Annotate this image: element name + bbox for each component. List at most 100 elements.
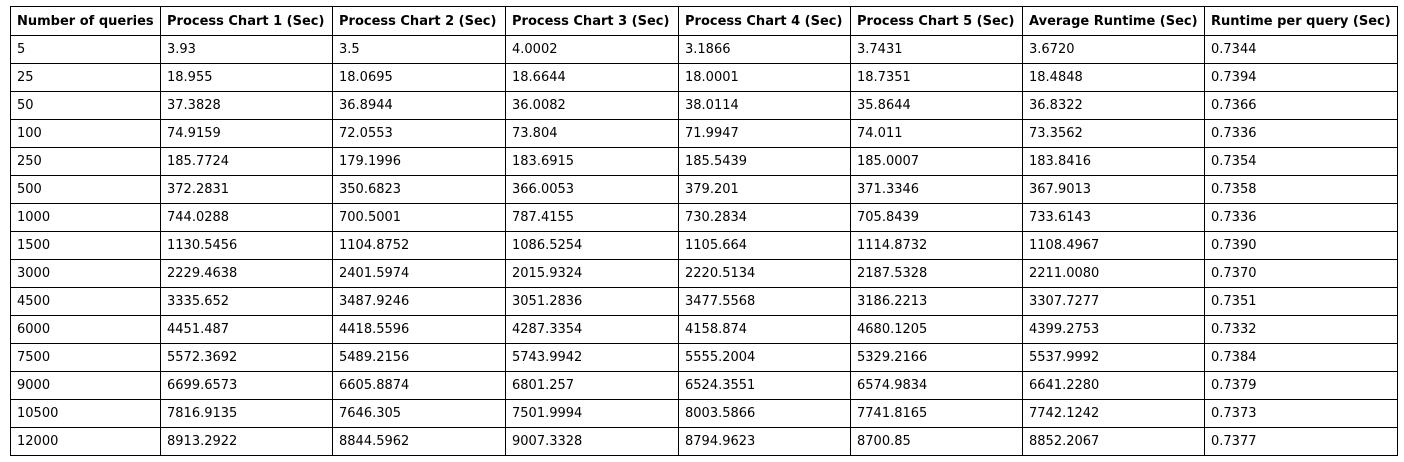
cell-runtime-per-query: 0.7377 bbox=[1204, 427, 1398, 456]
header-process-chart-3: Process Chart 3 (Sec) bbox=[505, 6, 679, 36]
table-row: 3000 2229.4638 2401.5974 2015.9324 2220.5134… bbox=[10, 259, 1398, 288]
cell-process-chart-1: 5572.3692 bbox=[160, 343, 333, 372]
cell-number-of-queries: 1000 bbox=[10, 203, 161, 232]
table-row: 50 37.3828 36.8944 36.0082 38.0114 35.8644 36.… bbox=[10, 91, 1398, 120]
cell-process-chart-1: 7816.9135 bbox=[160, 399, 333, 428]
cell-runtime-per-query: 0.7379 bbox=[1204, 371, 1398, 400]
cell-process-chart-3: 6801.257 bbox=[505, 371, 679, 400]
cell-process-chart-4: 2220.5134 bbox=[678, 259, 851, 288]
header-runtime-per-query: Runtime per query (Sec) bbox=[1204, 6, 1398, 36]
cell-number-of-queries: 5 bbox=[10, 35, 161, 64]
cell-process-chart-4: 8003.5866 bbox=[678, 399, 851, 428]
cell-process-chart-1: 372.2831 bbox=[160, 175, 333, 204]
cell-process-chart-2: 8844.5962 bbox=[332, 427, 506, 456]
cell-process-chart-1: 744.0288 bbox=[160, 203, 333, 232]
cell-runtime-per-query: 0.7336 bbox=[1204, 119, 1398, 148]
cell-number-of-queries: 50 bbox=[10, 91, 161, 120]
cell-average-runtime: 1108.4967 bbox=[1022, 231, 1205, 260]
cell-process-chart-4: 8794.9623 bbox=[678, 427, 851, 456]
cell-process-chart-2: 350.6823 bbox=[332, 175, 506, 204]
table-row: 100 74.9159 72.0553 73.804 71.9947 74.011 73.3… bbox=[10, 119, 1398, 148]
header-average-runtime: Average Runtime (Sec) bbox=[1022, 6, 1205, 36]
cell-process-chart-5: 1114.8732 bbox=[850, 231, 1023, 260]
cell-number-of-queries: 250 bbox=[10, 147, 161, 176]
cell-process-chart-1: 8913.2922 bbox=[160, 427, 333, 456]
cell-runtime-per-query: 0.7390 bbox=[1204, 231, 1398, 260]
cell-process-chart-5: 4680.1205 bbox=[850, 315, 1023, 344]
table-row: 9000 6699.6573 6605.8874 6801.257 6524.3551 6… bbox=[10, 371, 1398, 400]
cell-process-chart-3: 3051.2836 bbox=[505, 287, 679, 316]
cell-process-chart-2: 6605.8874 bbox=[332, 371, 506, 400]
cell-process-chart-2: 3487.9246 bbox=[332, 287, 506, 316]
cell-process-chart-2: 72.0553 bbox=[332, 119, 506, 148]
cell-process-chart-1: 74.9159 bbox=[160, 119, 333, 148]
cell-process-chart-1: 1130.5456 bbox=[160, 231, 333, 260]
cell-process-chart-4: 1105.664 bbox=[678, 231, 851, 260]
table-row: 10500 7816.9135 7646.305 7501.9994 8003.5866… bbox=[10, 399, 1398, 428]
cell-process-chart-1: 3335.652 bbox=[160, 287, 333, 316]
cell-process-chart-5: 2187.5328 bbox=[850, 259, 1023, 288]
cell-process-chart-2: 3.5 bbox=[332, 35, 506, 64]
cell-runtime-per-query: 0.7344 bbox=[1204, 35, 1398, 64]
header-row: Number of queries Process Chart 1 (Sec) … bbox=[10, 6, 1398, 36]
cell-process-chart-4: 3.1866 bbox=[678, 35, 851, 64]
cell-process-chart-4: 6524.3551 bbox=[678, 371, 851, 400]
cell-process-chart-3: 36.0082 bbox=[505, 91, 679, 120]
cell-process-chart-5: 74.011 bbox=[850, 119, 1023, 148]
cell-runtime-per-query: 0.7373 bbox=[1204, 399, 1398, 428]
cell-average-runtime: 3307.7277 bbox=[1022, 287, 1205, 316]
cell-process-chart-4: 185.5439 bbox=[678, 147, 851, 176]
cell-average-runtime: 6641.2280 bbox=[1022, 371, 1205, 400]
cell-process-chart-2: 1104.8752 bbox=[332, 231, 506, 260]
cell-runtime-per-query: 0.7354 bbox=[1204, 147, 1398, 176]
cell-process-chart-1: 6699.6573 bbox=[160, 371, 333, 400]
cell-average-runtime: 367.9013 bbox=[1022, 175, 1205, 204]
table-row: 12000 8913.2922 8844.5962 9007.3328 8794.962… bbox=[10, 427, 1398, 456]
cell-average-runtime: 7742.1242 bbox=[1022, 399, 1205, 428]
cell-runtime-per-query: 0.7336 bbox=[1204, 203, 1398, 232]
cell-number-of-queries: 25 bbox=[10, 63, 161, 92]
cell-process-chart-1: 2229.4638 bbox=[160, 259, 333, 288]
table-row: 250 185.7724 179.1996 183.6915 185.5439 185.0… bbox=[10, 147, 1398, 176]
cell-process-chart-3: 5743.9942 bbox=[505, 343, 679, 372]
table-row: 25 18.955 18.0695 18.6644 18.0001 18.7351 18.4… bbox=[10, 63, 1398, 92]
cell-runtime-per-query: 0.7366 bbox=[1204, 91, 1398, 120]
header-number-of-queries: Number of queries bbox=[10, 6, 161, 36]
table-row: 7500 5572.3692 5489.2156 5743.9942 5555.2004… bbox=[10, 343, 1398, 372]
cell-process-chart-4: 5555.2004 bbox=[678, 343, 851, 372]
cell-process-chart-3: 4287.3354 bbox=[505, 315, 679, 344]
cell-process-chart-2: 18.0695 bbox=[332, 63, 506, 92]
cell-process-chart-5: 185.0007 bbox=[850, 147, 1023, 176]
cell-process-chart-5: 7741.8165 bbox=[850, 399, 1023, 428]
header-process-chart-1: Process Chart 1 (Sec) bbox=[160, 6, 333, 36]
cell-process-chart-2: 5489.2156 bbox=[332, 343, 506, 372]
cell-process-chart-2: 2401.5974 bbox=[332, 259, 506, 288]
cell-runtime-per-query: 0.7351 bbox=[1204, 287, 1398, 316]
cell-average-runtime: 183.8416 bbox=[1022, 147, 1205, 176]
cell-number-of-queries: 1500 bbox=[10, 231, 161, 260]
cell-process-chart-5: 8700.85 bbox=[850, 427, 1023, 456]
cell-process-chart-5: 3186.2213 bbox=[850, 287, 1023, 316]
cell-process-chart-1: 18.955 bbox=[160, 63, 333, 92]
cell-process-chart-4: 730.2834 bbox=[678, 203, 851, 232]
cell-process-chart-4: 18.0001 bbox=[678, 63, 851, 92]
cell-number-of-queries: 3000 bbox=[10, 259, 161, 288]
cell-average-runtime: 18.4848 bbox=[1022, 63, 1205, 92]
cell-process-chart-4: 71.9947 bbox=[678, 119, 851, 148]
cell-process-chart-4: 3477.5568 bbox=[678, 287, 851, 316]
cell-number-of-queries: 12000 bbox=[10, 427, 161, 456]
cell-process-chart-2: 36.8944 bbox=[332, 91, 506, 120]
cell-process-chart-3: 73.804 bbox=[505, 119, 679, 148]
table-row: 1500 1130.5456 1104.8752 1086.5254 1105.664 1… bbox=[10, 231, 1398, 260]
cell-average-runtime: 73.3562 bbox=[1022, 119, 1205, 148]
cell-process-chart-1: 37.3828 bbox=[160, 91, 333, 120]
cell-process-chart-3: 2015.9324 bbox=[505, 259, 679, 288]
cell-process-chart-5: 371.3346 bbox=[850, 175, 1023, 204]
table-row: 6000 4451.487 4418.5596 4287.3354 4158.874 46… bbox=[10, 315, 1398, 344]
cell-average-runtime: 3.6720 bbox=[1022, 35, 1205, 64]
cell-process-chart-2: 4418.5596 bbox=[332, 315, 506, 344]
cell-process-chart-2: 179.1996 bbox=[332, 147, 506, 176]
cell-average-runtime: 2211.0080 bbox=[1022, 259, 1205, 288]
cell-number-of-queries: 6000 bbox=[10, 315, 161, 344]
cell-average-runtime: 5537.9992 bbox=[1022, 343, 1205, 372]
